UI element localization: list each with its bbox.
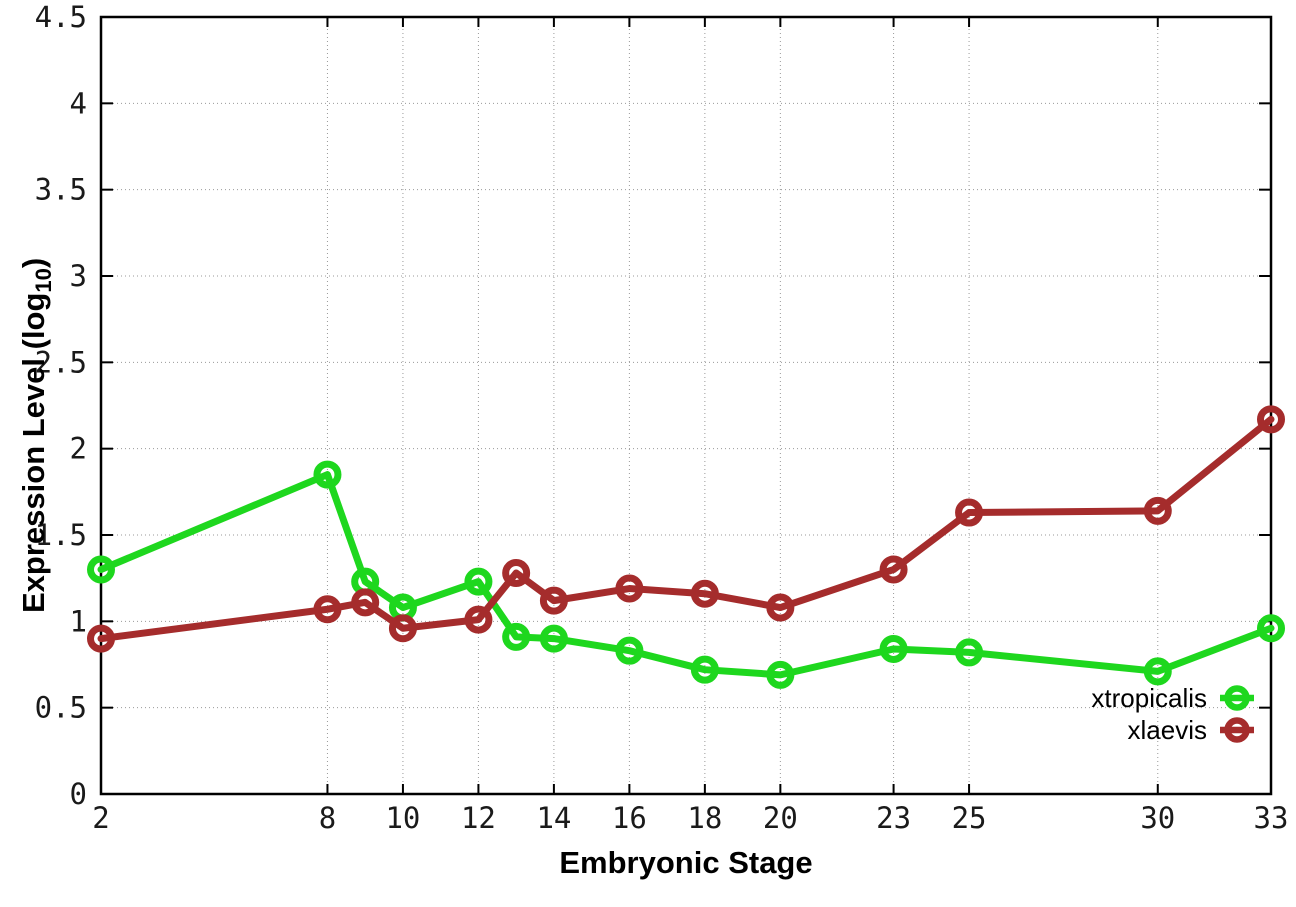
- svg-text:18: 18: [687, 801, 722, 835]
- data-point-xtropicalis: [879, 634, 908, 663]
- legend: xtropicalis xlaevis: [1091, 683, 1255, 745]
- data-point-xtropicalis: [464, 567, 493, 596]
- svg-text:0: 0: [70, 777, 87, 811]
- tick-labels: 2 8 10 12 14 16 18 20 23 25 30 33 0 0.5 1 1.5 2 2.5 3 3.5 4 4…: [35, 0, 1289, 835]
- legend-label-xtropicalis: xtropicalis: [1091, 683, 1207, 713]
- svg-text:4.5: 4.5: [35, 0, 87, 34]
- svg-text:16: 16: [612, 801, 647, 835]
- svg-text:12: 12: [461, 801, 496, 835]
- y-axis-title-main: Expression Level (log: [16, 292, 51, 613]
- svg-text:2.5: 2.5: [35, 345, 87, 379]
- svg-text:25: 25: [952, 801, 987, 835]
- data-point-xlaevis: [351, 588, 380, 617]
- data-point-xtropicalis: [955, 638, 984, 667]
- svg-text:0.5: 0.5: [35, 691, 87, 725]
- y-axis-title: Expression Level (log10): [16, 258, 57, 613]
- svg-text:23: 23: [876, 801, 911, 835]
- data-point-xlaevis: [955, 498, 984, 527]
- data-point-xlaevis: [1143, 496, 1172, 525]
- data-point-xlaevis: [766, 593, 795, 622]
- svg-text:4: 4: [70, 86, 87, 120]
- data-point-xlaevis: [313, 595, 342, 624]
- series-xlaevis: [87, 405, 1285, 653]
- svg-text:20: 20: [763, 801, 798, 835]
- legend-item-xlaevis: xlaevis: [1091, 715, 1255, 745]
- data-point-xlaevis: [502, 558, 531, 587]
- svg-text:33: 33: [1254, 801, 1289, 835]
- gridlines: [100, 16, 1272, 795]
- svg-text:1: 1: [70, 604, 87, 638]
- legend-line-marker-icon: [1220, 717, 1254, 743]
- y-axis-title-sub: 10: [31, 268, 57, 293]
- svg-text:3: 3: [70, 259, 87, 293]
- data-point-xlaevis: [690, 579, 719, 608]
- data-point-xtropicalis: [766, 660, 795, 689]
- legend-item-xtropicalis: xtropicalis: [1091, 683, 1255, 713]
- data-point-xtropicalis: [690, 655, 719, 684]
- plot-border: [99, 15, 1273, 796]
- x-axis-title: Embryonic Stage: [559, 845, 813, 880]
- data-point-xlaevis: [87, 624, 115, 653]
- tick-marks: [100, 16, 1272, 795]
- data-point-xlaevis: [464, 605, 493, 634]
- data-point-xtropicalis: [539, 624, 568, 653]
- series-xtropicalis: [87, 460, 1285, 689]
- svg-text:30: 30: [1140, 801, 1175, 835]
- data-point-xlaevis: [539, 586, 568, 615]
- series-line-xtropicalis: [97, 471, 1275, 679]
- svg-text:1.5: 1.5: [35, 518, 87, 552]
- svg-text:8: 8: [319, 801, 336, 835]
- series-line-xlaevis: [97, 415, 1275, 643]
- data-point-xtropicalis: [502, 622, 531, 651]
- data-point-xtropicalis: [1143, 657, 1172, 686]
- legend-line-marker-icon: [1220, 685, 1254, 711]
- svg-text:3.5: 3.5: [35, 173, 87, 207]
- data-point-xtropicalis: [615, 636, 644, 665]
- data-point-xtropicalis: [1257, 614, 1285, 643]
- svg-text:2: 2: [92, 801, 109, 835]
- data-point-xlaevis: [1257, 405, 1285, 434]
- y-axis-title-close: ): [16, 257, 51, 269]
- data-point-xlaevis: [615, 574, 644, 603]
- legend-label-xlaevis: xlaevis: [1127, 715, 1207, 745]
- data-point-xtropicalis: [313, 460, 342, 489]
- svg-text:14: 14: [536, 801, 571, 835]
- svg-text:2: 2: [70, 432, 87, 466]
- data-point-xlaevis: [879, 555, 908, 584]
- svg-text:10: 10: [385, 801, 420, 835]
- data-point-xlaevis: [388, 614, 417, 643]
- data-point-xtropicalis: [87, 555, 115, 584]
